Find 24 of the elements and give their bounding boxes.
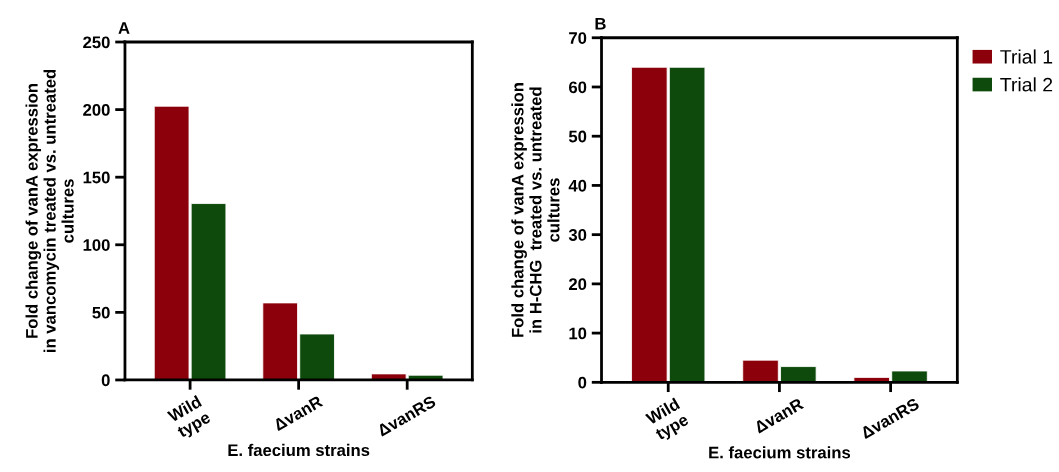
legend-label: Trial 2: [1000, 77, 1053, 92]
x-tick-label: Wild type: [644, 397, 691, 444]
y-tick-label: 40: [568, 179, 587, 192]
y-tick-label: 0: [578, 376, 587, 389]
y-tick-label: 60: [569, 81, 587, 94]
y-tick-label: 150: [83, 171, 110, 184]
y-tick-label: 70: [569, 32, 587, 44]
y-axis-title: Fold change of vanA expression in vancomycin treated vs. untreated cultures: [25, 69, 74, 352]
y-tick-label: 100: [83, 239, 110, 251]
x-axis-title: E. faecium strains: [228, 443, 370, 457]
x-axis-title: E. faecium strains: [709, 446, 851, 459]
y-tick-label: 50: [568, 130, 587, 143]
y-tick-label: 200: [83, 104, 110, 116]
y-tick-label: 30: [568, 229, 587, 241]
y-tick-label: 250: [83, 36, 110, 49]
y-tick-label: 10: [569, 327, 587, 340]
chart-title: A: [118, 22, 130, 34]
legend-label: Trial 1: [1000, 49, 1053, 64]
chart-title: B: [595, 17, 606, 30]
y-tick-label: 50: [92, 306, 110, 319]
y-tick-label: 20: [568, 278, 587, 291]
y-tick-label: 0: [101, 374, 110, 387]
x-tick-label: Wild type: [166, 395, 213, 441]
y-axis-title: Fold change of vanA expression in H-CHG treated vs. untreated cultures: [511, 83, 560, 337]
